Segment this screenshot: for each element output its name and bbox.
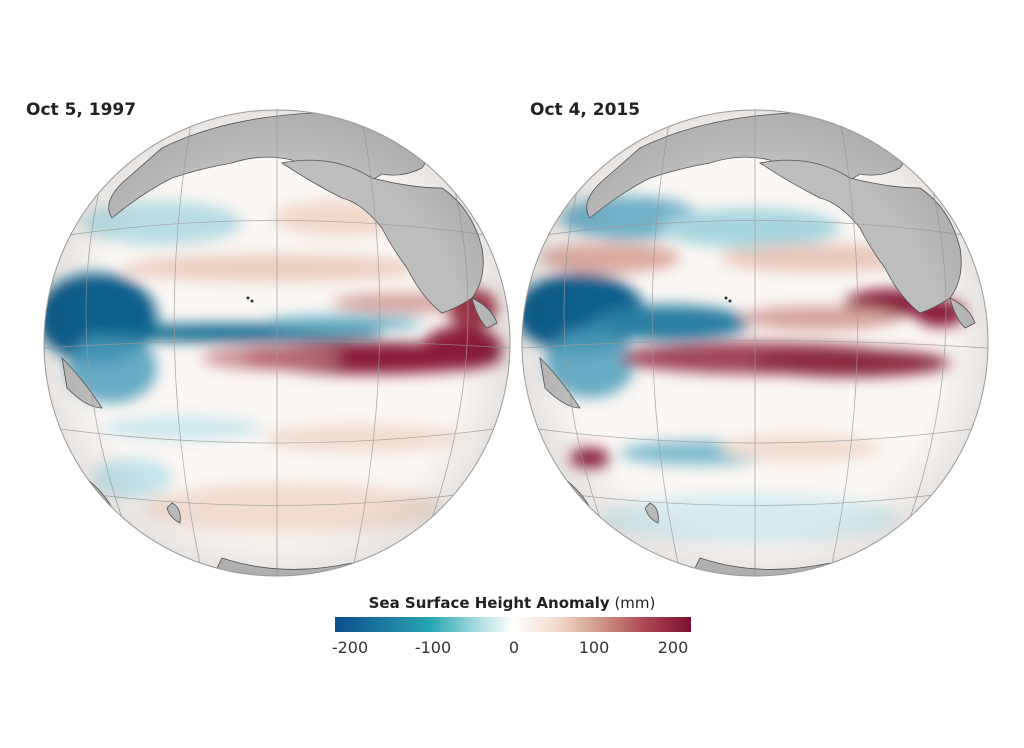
globe-1997 — [43, 109, 511, 577]
panel-title-right: Oct 4, 2015 — [530, 100, 641, 120]
panel-title-left: Oct 5, 1997 — [26, 100, 137, 120]
legend-tick-neg100: -100 — [414, 638, 452, 657]
legend-tick-200: 200 — [657, 638, 689, 657]
globe-2015 — [521, 109, 989, 577]
legend-title: Sea Surface Height Anomaly — [368, 594, 610, 612]
color-legend: Sea Surface Height Anomaly (mm) -200 -10… — [300, 590, 724, 670]
legend-colorbar — [335, 617, 691, 632]
legend-unit: (mm) — [614, 594, 656, 612]
legend-tick-100: 100 — [578, 638, 610, 657]
legend-tick-0: 0 — [508, 638, 520, 657]
legend-title-row: Sea Surface Height Anomaly (mm) — [300, 594, 724, 612]
legend-tick-neg200: -200 — [331, 638, 369, 657]
